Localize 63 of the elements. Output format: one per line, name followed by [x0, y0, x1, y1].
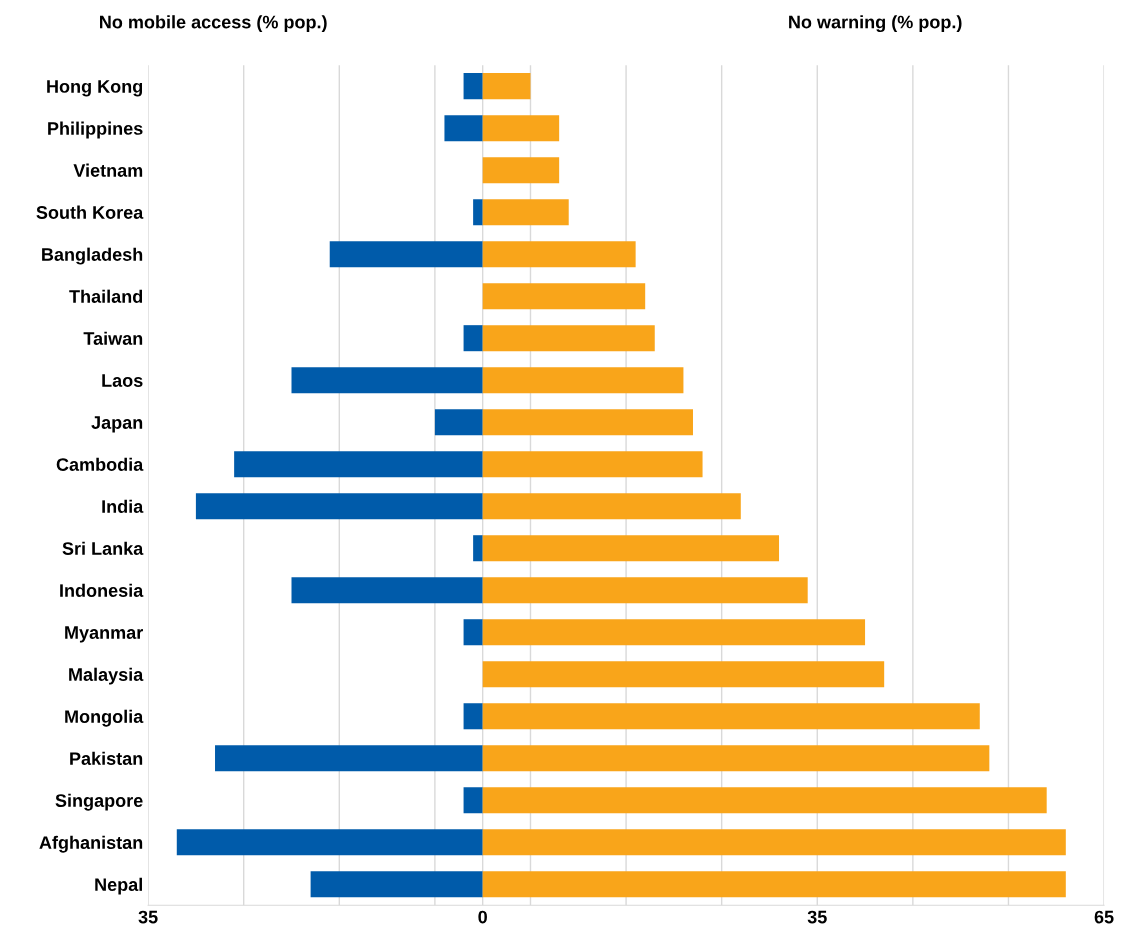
y-tick-label: Mongolia	[65, 709, 144, 727]
bar	[444, 115, 483, 142]
bar	[195, 493, 483, 520]
y-tick-label: Afghanistan	[39, 835, 143, 853]
bar	[482, 241, 636, 268]
bar	[482, 661, 885, 688]
y-tick-label: Japan	[91, 416, 143, 433]
bar	[310, 871, 483, 898]
y-tick-label: Myanmar	[65, 626, 143, 643]
bar	[473, 199, 483, 226]
bar	[482, 787, 1047, 814]
bar	[482, 157, 560, 184]
bar	[482, 577, 808, 604]
bar	[291, 367, 483, 394]
y-tick-label: Cambodia	[56, 457, 144, 471]
bar	[463, 703, 483, 730]
bar	[482, 451, 703, 478]
bar	[234, 451, 483, 478]
x-tick-label: 35	[138, 910, 158, 924]
bar	[482, 115, 560, 142]
bar	[215, 745, 483, 772]
bar	[482, 871, 1066, 898]
y-tick-label: India	[102, 499, 144, 513]
bar	[482, 493, 741, 520]
bar	[482, 283, 646, 310]
bar	[482, 535, 780, 562]
bar	[463, 787, 483, 814]
y-tick-label: Singapore	[55, 793, 143, 811]
bar	[463, 619, 483, 646]
bar	[482, 703, 980, 730]
bar	[482, 745, 990, 772]
x-tick-label: 65	[1094, 910, 1114, 924]
bar	[482, 829, 1066, 856]
y-tick-label: Pakistan	[70, 751, 143, 765]
y-tick-label: Philippines	[48, 121, 143, 139]
y-tick-label: South Korea	[36, 205, 144, 219]
bar	[329, 241, 483, 268]
y-tick-label: Malaysia	[69, 667, 144, 685]
y-tick-label: Laos	[102, 374, 143, 387]
y-tick-label: Sri Lanka	[62, 541, 144, 555]
bar	[482, 409, 693, 436]
bar	[434, 409, 483, 436]
y-tick-label: Nepal	[95, 877, 142, 895]
bar	[482, 367, 684, 394]
bar	[482, 619, 866, 646]
bar	[463, 73, 483, 100]
bar	[463, 325, 483, 352]
x-tick-label: 0	[478, 910, 487, 924]
bar	[473, 535, 483, 562]
text: No mobile access (% pop.)	[100, 15, 327, 33]
bar	[291, 577, 483, 604]
x-tick-label: 35	[807, 910, 827, 924]
y-tick-label: Indonesia	[60, 583, 144, 597]
bar	[482, 73, 531, 100]
bar	[482, 325, 655, 352]
y-tick-label: Taiwan	[83, 331, 143, 345]
y-tick-label: Bangladesh	[42, 247, 143, 265]
y-tick-label: Thailand	[69, 289, 143, 303]
bar	[482, 199, 569, 226]
text: No warning (% pop.)	[789, 15, 962, 33]
bar	[176, 829, 483, 856]
y-tick-label: Vietnam	[73, 163, 143, 177]
y-tick-label: Hong Kong	[47, 80, 143, 97]
